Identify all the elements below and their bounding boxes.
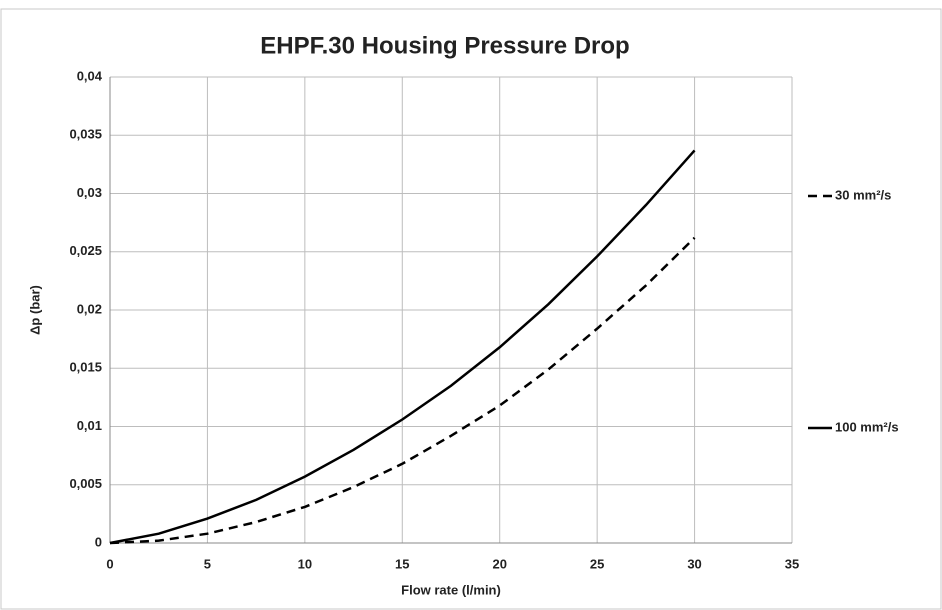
legend-label: 30 mm²/s <box>835 187 891 202</box>
x-tick-label: 15 <box>395 556 409 571</box>
x-tick-label: 35 <box>785 556 799 571</box>
legend-label: 100 mm²/s <box>835 419 899 434</box>
y-tick-label: 0 <box>95 534 102 549</box>
y-tick-label: 0,035 <box>69 127 102 142</box>
x-tick-label: 10 <box>298 556 312 571</box>
chart-border <box>0 8 942 610</box>
y-tick-label: 0,025 <box>69 243 102 258</box>
y-tick-label: 0,03 <box>77 185 102 200</box>
x-tick-label: 0 <box>106 556 113 571</box>
x-tick-label: 5 <box>204 556 211 571</box>
y-tick-label: 0,01 <box>77 418 102 433</box>
y-tick-label: 0,015 <box>69 360 102 375</box>
chart-title: EHPF.30 Housing Pressure Drop <box>260 32 629 59</box>
y-axis-label: Δp (bar) <box>27 285 42 335</box>
y-tick-label: 0,02 <box>77 301 102 316</box>
y-tick-label: 0,04 <box>77 68 103 83</box>
x-tick-label: 30 <box>687 556 701 571</box>
x-tick-label: 25 <box>590 556 604 571</box>
series-line <box>109 149 696 545</box>
y-tick-label: 0,005 <box>69 476 102 491</box>
series-line <box>109 236 696 545</box>
x-tick-label: 20 <box>492 556 506 571</box>
x-axis-label: Flow rate (l/min) <box>401 582 501 597</box>
